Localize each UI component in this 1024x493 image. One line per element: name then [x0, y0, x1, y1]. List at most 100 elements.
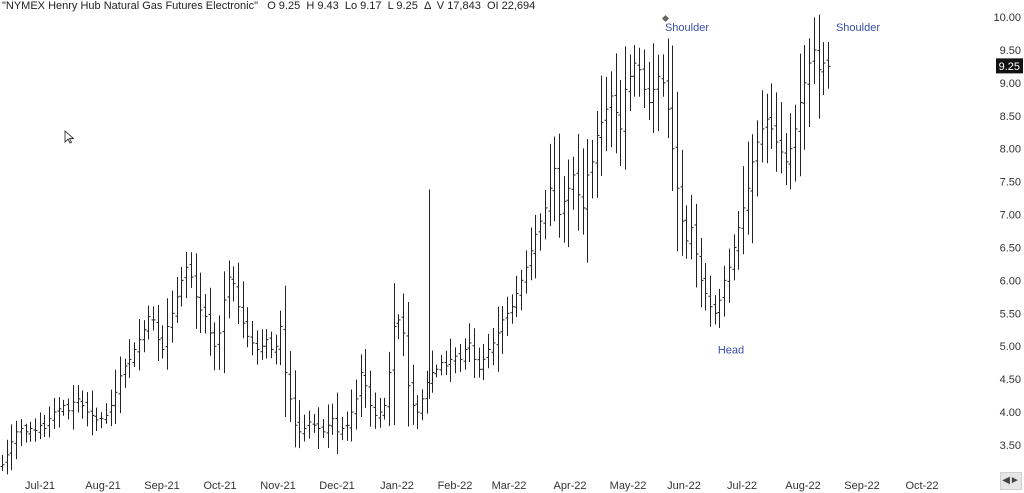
last-price-tag-group: 9.25	[996, 58, 1023, 74]
price-bar	[411, 364, 416, 425]
x-tick-label: Mar-22	[492, 480, 527, 492]
price-bar	[38, 412, 43, 440]
chart-symbol-title: "NYMEX Henry Hub Natural Gas Futures Ele…	[2, 0, 259, 12]
price-bar	[425, 370, 430, 414]
price-bar	[614, 53, 619, 154]
price-bar	[798, 53, 803, 177]
price-bar	[496, 306, 501, 372]
price-bar	[444, 350, 449, 376]
price-bar	[363, 349, 368, 408]
x-tick-label: May-22	[610, 480, 647, 492]
price-bar	[807, 38, 812, 127]
price-bar	[491, 327, 496, 366]
price-bar	[212, 322, 217, 371]
price-bar	[250, 321, 255, 356]
x-tick-label: Jan-22	[380, 480, 414, 492]
price-bar	[566, 159, 571, 248]
price-bar	[415, 395, 420, 430]
price-bar	[160, 325, 165, 359]
price-bar	[293, 370, 298, 448]
price-bar	[61, 399, 66, 416]
annotations: Shoulder Head Shoulder	[661, 14, 880, 357]
price-bar	[175, 277, 180, 323]
price-bar	[236, 262, 241, 324]
price-bar	[330, 403, 335, 435]
price-bar	[373, 392, 378, 429]
price-bar	[585, 138, 590, 263]
price-bar	[651, 43, 656, 134]
price-bar	[104, 403, 109, 424]
price-bar	[741, 166, 746, 255]
price-bar	[458, 344, 463, 372]
price-bar	[793, 104, 798, 182]
price-bar	[14, 420, 19, 460]
price-bar	[123, 358, 128, 388]
price-bar	[382, 397, 387, 420]
pattern-annotation-label: Shoulder	[665, 22, 709, 34]
price-bar	[623, 46, 628, 170]
x-tick-label: Nov-21	[260, 480, 295, 492]
price-bar	[109, 389, 114, 427]
price-bar	[533, 214, 538, 279]
price-bar	[52, 398, 57, 429]
price-bar	[477, 347, 482, 378]
price-bar	[165, 298, 170, 370]
price-bar	[85, 392, 90, 427]
pattern-annotation-label: Head	[718, 345, 744, 357]
price-bar	[345, 411, 350, 441]
x-tick-label: Apr-22	[553, 480, 586, 492]
collapse-arrows-icon[interactable]: ◀►	[1000, 472, 1022, 490]
price-bar	[179, 266, 184, 307]
y-tick-label: 3.50	[1000, 440, 1021, 452]
price-bar	[33, 418, 38, 442]
price-bar	[699, 237, 704, 308]
price-bar	[137, 318, 142, 371]
price-bar	[90, 390, 95, 436]
price-bar	[406, 302, 411, 427]
price-bar	[821, 42, 826, 95]
price-bar	[142, 320, 147, 353]
y-tick-label: 9.50	[1000, 45, 1021, 57]
price-bar	[99, 412, 104, 429]
x-tick-label: Feb-22	[438, 480, 473, 492]
price-bar	[340, 417, 345, 441]
price-bar	[604, 76, 609, 152]
price-bar	[274, 334, 279, 365]
price-bar	[430, 350, 435, 393]
price-bar	[316, 407, 321, 449]
y-tick-label: 7.00	[1000, 210, 1021, 222]
price-bar	[208, 287, 213, 356]
price-bar	[439, 354, 444, 376]
price-bar	[76, 384, 81, 413]
price-bar	[396, 314, 401, 340]
price-bar	[321, 418, 326, 438]
x-tick-label: Sep-21	[144, 480, 179, 492]
price-bar	[581, 148, 586, 235]
price-bar	[750, 134, 755, 244]
price-bar	[557, 133, 562, 238]
price-bar	[71, 385, 76, 430]
price-bar	[727, 248, 732, 303]
mouse-pointer-icon	[64, 130, 74, 144]
price-bar	[387, 351, 392, 426]
price-bar	[127, 339, 132, 378]
price-bar	[448, 338, 453, 382]
y-tick-label: 10.00	[993, 12, 1021, 24]
price-bar	[472, 328, 477, 379]
price-bar	[661, 54, 666, 97]
price-bar	[297, 400, 302, 449]
price-bar	[769, 83, 774, 149]
price-bar	[283, 285, 288, 418]
price-bar	[637, 47, 642, 97]
x-tick-label: Oct-22	[905, 480, 938, 492]
price-bar	[217, 315, 222, 370]
y-tick-label: 4.00	[1000, 407, 1021, 419]
price-bar	[562, 176, 567, 243]
price-bar	[684, 205, 689, 259]
price-bar	[24, 423, 29, 443]
price-bar	[595, 111, 600, 198]
price-bar	[642, 49, 647, 109]
price-bar	[57, 397, 62, 428]
